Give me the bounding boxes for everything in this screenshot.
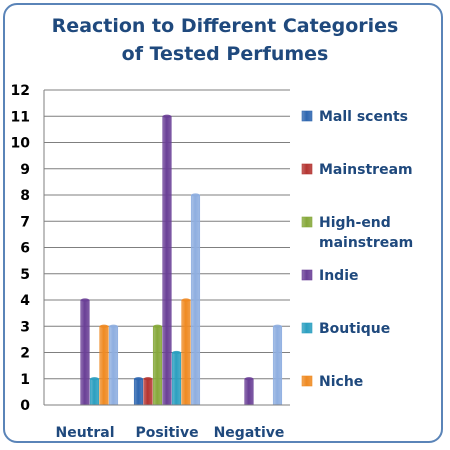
y-tick-label: 4 (20, 293, 30, 309)
bar-cap (244, 377, 254, 381)
y-tick-label: 1 (20, 372, 30, 388)
bar (272, 325, 283, 406)
y-tick-label: 0 (20, 398, 30, 414)
y-tick-label: 5 (20, 267, 30, 283)
bar-cap (172, 350, 181, 355)
bar (99, 325, 109, 406)
x-category-label: Positive (135, 425, 198, 441)
bar-cap (191, 193, 200, 197)
bar-cap (143, 377, 153, 381)
bar-cap (153, 324, 162, 328)
y-tick-label: 9 (20, 162, 30, 178)
y-tick-label: 7 (20, 214, 30, 230)
bar-cap (181, 298, 191, 302)
bar-cap (90, 377, 99, 381)
legend-label: Mainstream (319, 162, 413, 178)
bar (108, 325, 119, 406)
legend-label: Indie (319, 268, 359, 284)
legend-swatch (301, 163, 313, 175)
bar-cap (109, 324, 118, 328)
bar-cap (134, 377, 143, 381)
bar (190, 194, 201, 406)
bars (80, 114, 283, 406)
y-tick-label: 11 (11, 109, 30, 125)
legend-swatch (301, 322, 313, 334)
legend-label: Boutique (319, 321, 390, 337)
legend-label: Niche (319, 374, 363, 390)
legend: Mall scents Mainstream High-end mainstream I… (301, 109, 413, 390)
bar (80, 299, 90, 406)
legend-swatch (301, 269, 313, 281)
bar-cap (162, 114, 172, 118)
legend-swatch (301, 216, 313, 228)
bar (181, 299, 191, 406)
legend-label: Mall scents (319, 109, 408, 125)
chart-title: Reaction to Different Categories of Test… (51, 15, 399, 65)
bar-cap (80, 298, 90, 302)
bar (89, 378, 100, 406)
y-tick-label: 3 (20, 319, 30, 335)
chart-frame (3, 3, 443, 443)
y-tick-label: 6 (20, 241, 30, 257)
bar-cap (99, 324, 109, 328)
bar (133, 378, 144, 406)
bar (143, 378, 153, 406)
y-tick-label: 2 (20, 346, 30, 362)
legend-swatch (301, 375, 313, 387)
bar (171, 352, 182, 406)
bar (152, 325, 163, 406)
y-tick-label: 10 (11, 136, 31, 152)
legend-label: High-end mainstream (319, 215, 413, 251)
bar (162, 115, 172, 406)
bar (244, 378, 254, 406)
bar-cap (273, 324, 282, 328)
x-category-label: Neutral (55, 425, 114, 441)
y-tick-label: 8 (20, 188, 30, 204)
legend-swatch (301, 110, 313, 122)
y-tick-label: 12 (11, 83, 30, 99)
x-category-label: Negative (214, 425, 285, 441)
